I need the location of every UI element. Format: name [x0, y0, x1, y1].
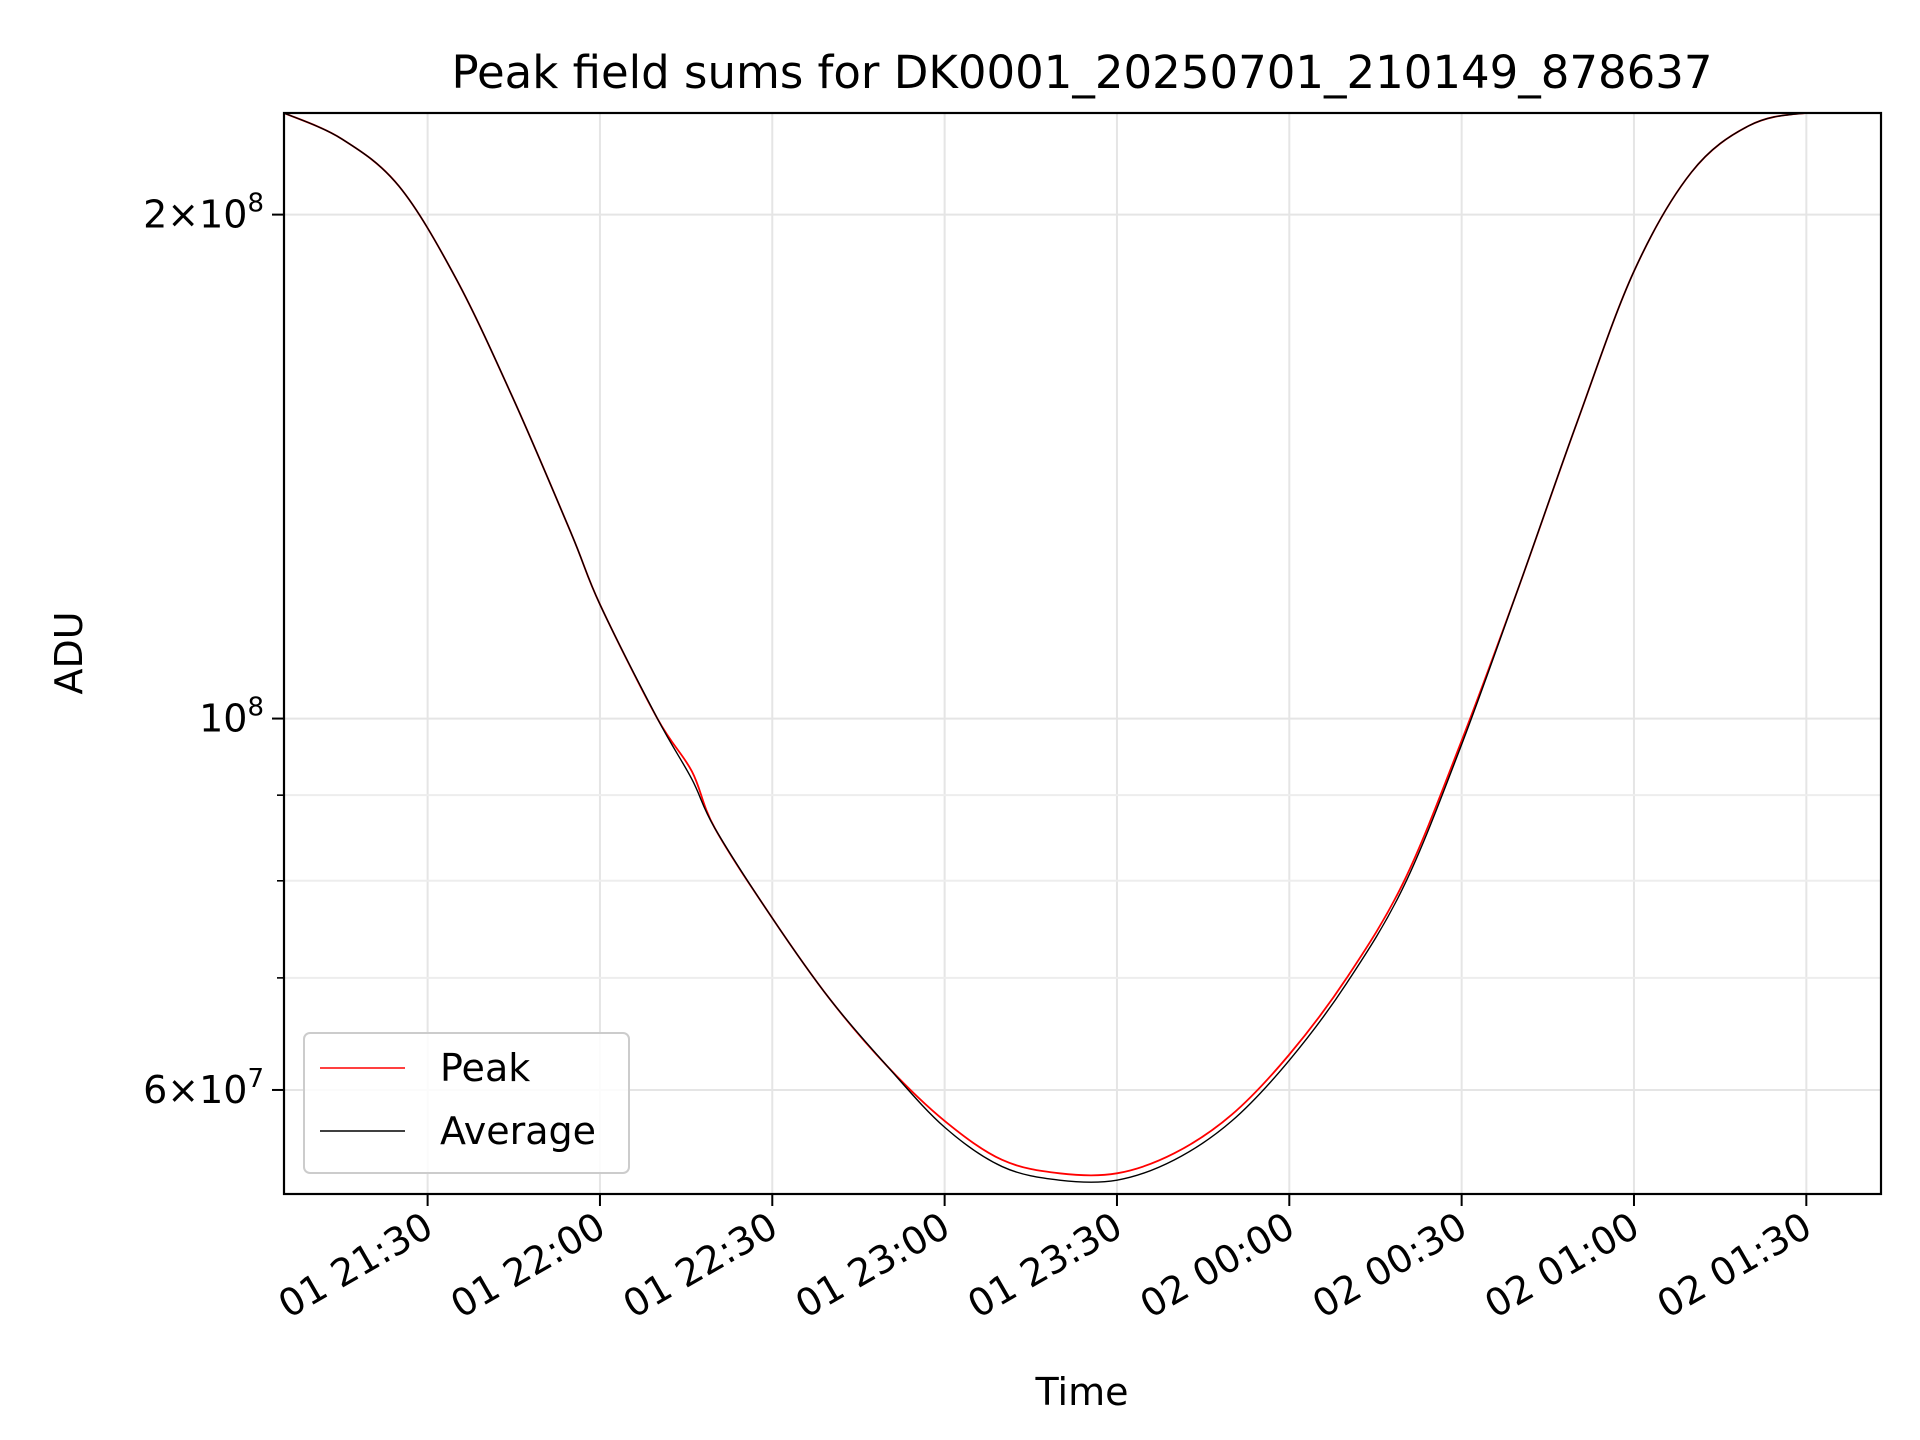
y-tick-label: 108: [199, 693, 264, 741]
y-axis-label: ADU: [47, 611, 91, 694]
x-axis-label: Time: [1035, 1370, 1129, 1414]
series-group: [284, 113, 1881, 1183]
chart-title: Peak field sums for DK0001_20250701_2101…: [451, 46, 1712, 99]
series-line-average: [284, 113, 1881, 1183]
legend-peak-label: Peak: [440, 1046, 530, 1090]
legend-average-label: Average: [440, 1109, 596, 1153]
y-tick-label: 6×107: [143, 1064, 264, 1112]
plot-frame: [282, 111, 1883, 1196]
legend: Peak Average: [303, 1032, 630, 1174]
grid: [284, 113, 1881, 1194]
y-axis-ticks: 2×108 108 6×107: [143, 189, 284, 1112]
y-tick-label: 2×108: [143, 189, 264, 237]
